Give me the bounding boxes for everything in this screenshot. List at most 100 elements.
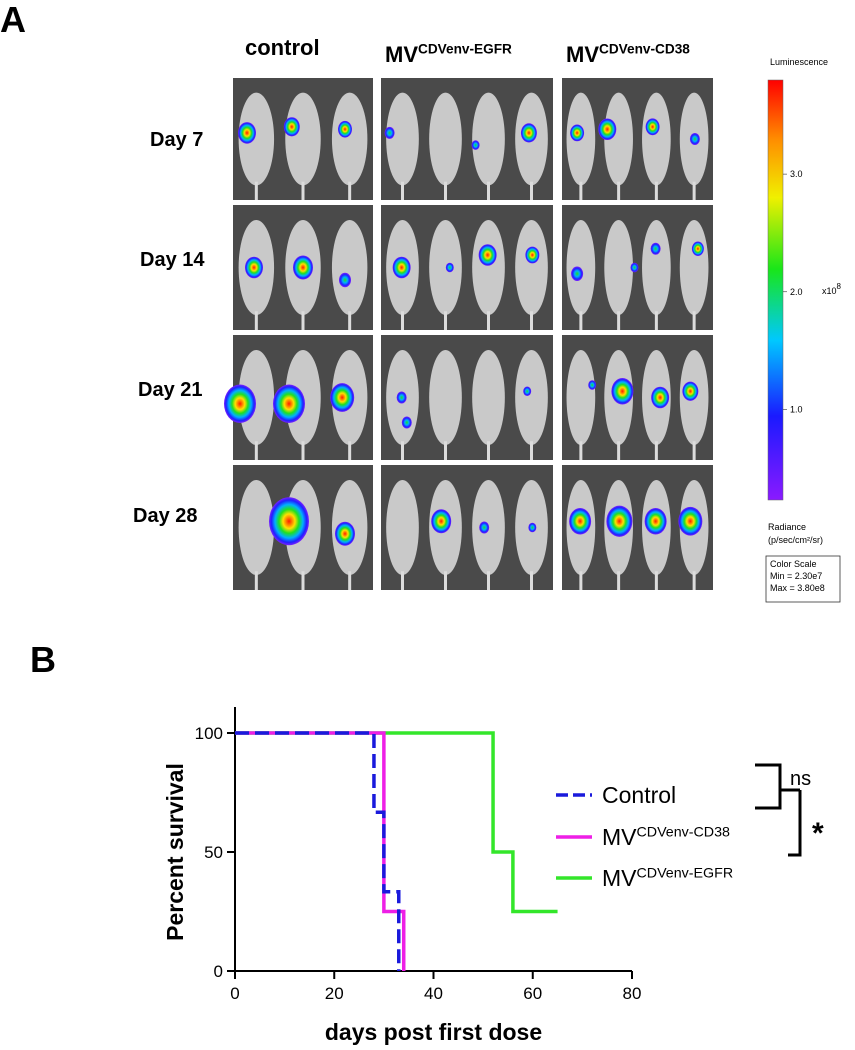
mouse-tail bbox=[654, 181, 658, 200]
mouse bbox=[679, 220, 709, 315]
signal bbox=[644, 508, 667, 535]
mouse-tail bbox=[579, 311, 583, 330]
mouse bbox=[238, 350, 275, 445]
mouse bbox=[515, 220, 548, 315]
row-label: Day 7 bbox=[150, 129, 203, 151]
signal bbox=[224, 384, 256, 423]
mouse-tail bbox=[617, 571, 621, 590]
mouse bbox=[472, 350, 505, 445]
signal bbox=[606, 505, 633, 537]
mouse-tail bbox=[692, 311, 696, 330]
column-label: MVCDVenv-EGFR bbox=[385, 42, 512, 67]
mouse-tail bbox=[401, 441, 404, 460]
signal bbox=[678, 506, 703, 536]
mouse bbox=[238, 92, 275, 186]
mouse bbox=[642, 92, 671, 186]
mouse-tail bbox=[254, 311, 258, 330]
color-scale-text: Color Scale bbox=[770, 559, 817, 569]
mouse-tail bbox=[617, 311, 621, 330]
signal bbox=[401, 416, 412, 429]
colorbar-unit: (p/sec/cm²/sr) bbox=[768, 535, 823, 545]
y-tick-label: 0 bbox=[214, 962, 223, 981]
mouse-tail bbox=[530, 311, 533, 330]
mouse bbox=[429, 92, 462, 186]
x-tick-label: 80 bbox=[623, 984, 642, 1003]
mouse bbox=[285, 92, 321, 186]
signal bbox=[650, 242, 661, 255]
signal bbox=[478, 244, 497, 266]
signal bbox=[384, 126, 395, 139]
mouse-tail bbox=[579, 181, 583, 200]
mouse-tail bbox=[348, 441, 352, 460]
mouse-tail bbox=[617, 441, 621, 460]
row-label: Day 21 bbox=[138, 379, 203, 401]
signal bbox=[445, 262, 454, 273]
mouse-tail bbox=[401, 311, 404, 330]
images bbox=[224, 78, 713, 590]
signal bbox=[520, 123, 537, 143]
signal bbox=[571, 266, 584, 281]
mouse-tail bbox=[487, 571, 490, 590]
signal bbox=[611, 378, 634, 405]
multiplier-exponent: 8 bbox=[837, 282, 842, 291]
column-label-superscript: CDVenv-CD38 bbox=[599, 42, 690, 57]
mouse bbox=[566, 350, 596, 445]
mouse bbox=[238, 480, 275, 575]
signal bbox=[645, 118, 660, 136]
mouse bbox=[642, 220, 671, 315]
mouse-tail bbox=[301, 311, 305, 330]
signal bbox=[525, 246, 540, 264]
survival-curve bbox=[235, 731, 558, 914]
colorbar-tick-label: 2.0 bbox=[790, 287, 803, 297]
signal bbox=[630, 262, 639, 273]
legend-label: Control bbox=[602, 782, 676, 808]
signal bbox=[598, 118, 617, 141]
legend-label-main: MV bbox=[602, 865, 637, 891]
signal bbox=[269, 497, 309, 546]
mouse-tail bbox=[692, 571, 696, 590]
mouse-tail bbox=[348, 311, 352, 330]
mouse bbox=[604, 220, 633, 315]
signal bbox=[528, 522, 537, 533]
y-tick-label: 100 bbox=[195, 724, 223, 743]
legend-label: MVCDVenv-CD38 bbox=[602, 824, 730, 850]
annotation: * bbox=[812, 817, 824, 850]
mouse-tail bbox=[444, 441, 447, 460]
mouse-tail bbox=[254, 441, 258, 460]
signal bbox=[293, 255, 313, 280]
mouse-tail bbox=[254, 571, 258, 590]
signal bbox=[335, 521, 355, 546]
mouse-tail bbox=[348, 181, 352, 200]
mouse bbox=[472, 220, 505, 315]
mouse-tail bbox=[487, 441, 490, 460]
signal bbox=[330, 383, 355, 412]
mouse-tail bbox=[301, 571, 305, 590]
mouse-tail bbox=[254, 181, 258, 200]
mouse-tail bbox=[401, 181, 404, 200]
mouse bbox=[331, 220, 368, 315]
legend-label-main: MV bbox=[602, 824, 637, 850]
mouse-tail bbox=[692, 441, 696, 460]
legend-label-main: Control bbox=[602, 782, 676, 808]
y-tick-label: 50 bbox=[204, 843, 223, 862]
signal bbox=[689, 133, 700, 145]
legend-label: MVCDVenv-EGFR bbox=[602, 865, 733, 891]
panel-label: A bbox=[0, 0, 26, 40]
legend-label-superscript: CDVenv-CD38 bbox=[637, 824, 731, 840]
mouse-tail bbox=[301, 181, 305, 200]
signal bbox=[570, 124, 585, 142]
mouse-tail bbox=[444, 181, 447, 200]
colorbar-multiplier: x108 bbox=[822, 282, 842, 296]
mouse bbox=[472, 92, 505, 186]
signal bbox=[338, 120, 352, 138]
mouse-tail bbox=[301, 441, 305, 460]
mouse bbox=[331, 92, 368, 186]
legend-label-superscript: CDVenv-EGFR bbox=[637, 865, 734, 881]
panel-label: B bbox=[30, 639, 56, 680]
signal bbox=[339, 272, 351, 288]
signal bbox=[691, 241, 704, 256]
survival-curve bbox=[235, 731, 406, 971]
signal bbox=[471, 140, 480, 150]
signal bbox=[273, 384, 305, 423]
multiplier-base: x10 bbox=[822, 286, 837, 296]
